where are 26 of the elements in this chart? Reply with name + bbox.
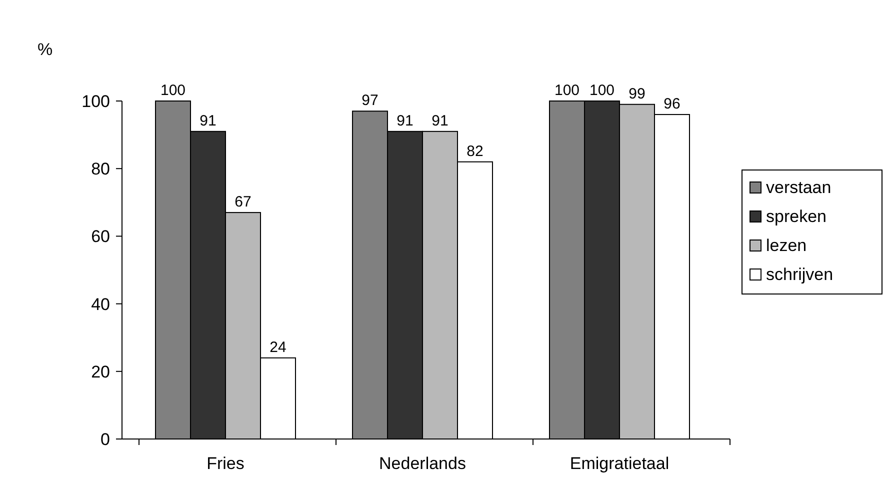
data-label: 24 <box>270 338 286 356</box>
data-label: 100 <box>554 82 580 99</box>
data-label: 97 <box>362 92 378 110</box>
x-tick-label: Emigratietaal <box>570 454 670 473</box>
data-label: 100 <box>160 82 186 99</box>
data-label: 82 <box>466 142 484 160</box>
data-label: 91 <box>432 112 448 130</box>
y-tick-label: 100 <box>82 92 110 111</box>
x-tick-label: Fries <box>206 454 244 473</box>
data-label: 67 <box>234 194 252 211</box>
y-tick-label: 80 <box>91 160 110 179</box>
data-label: 91 <box>200 112 216 130</box>
y-tick-label: 60 <box>91 227 110 246</box>
data-label: 100 <box>589 82 615 99</box>
y-axis-title: % <box>37 40 53 59</box>
legend-label: schrijven <box>766 265 834 284</box>
legend-label: lezen <box>766 236 807 255</box>
y-tick-label: 0 <box>100 430 110 449</box>
x-tick-label: Nederlands <box>379 454 466 473</box>
data-label: 99 <box>628 85 646 102</box>
y-tick-label: 40 <box>91 294 110 314</box>
y-tick-label: 20 <box>91 362 110 382</box>
data-label: 96 <box>664 96 680 113</box>
legend-label: verstaan <box>766 178 832 197</box>
data-label: 91 <box>396 112 414 130</box>
legend-label: spreken <box>766 207 826 226</box>
